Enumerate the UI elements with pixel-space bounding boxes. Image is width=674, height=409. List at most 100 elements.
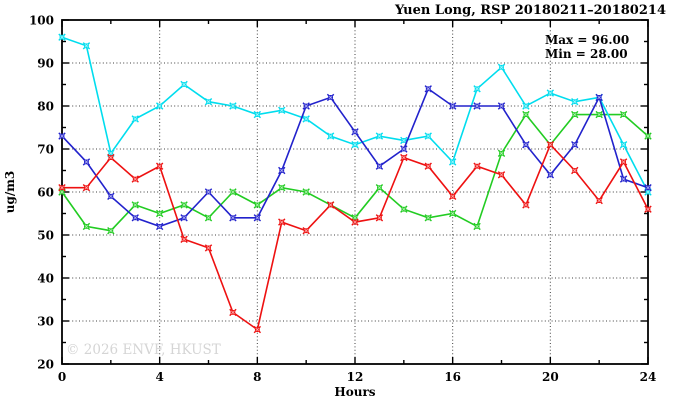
tick-labels: 20 30 40 50 60 70 80 90 100 0 4 8 12 16 20 24 xyxy=(29,14,656,385)
series-red-marker xyxy=(229,308,237,317)
series-blue-marker xyxy=(473,102,481,110)
series-cyan-marker xyxy=(546,89,555,97)
grid-lines xyxy=(62,20,648,364)
series-red-marker xyxy=(522,201,530,209)
series-red-marker xyxy=(448,192,457,200)
series-blue-marker xyxy=(180,214,188,222)
y-tick-label: 100 xyxy=(29,14,54,28)
x-axis-label: Hours xyxy=(334,385,375,399)
series-green-marker xyxy=(180,201,188,209)
series-green-marker xyxy=(424,214,432,222)
y-tick-label: 50 xyxy=(37,229,54,243)
series-green-marker xyxy=(155,209,164,218)
series-cyan-marker xyxy=(253,110,262,119)
series-green-marker xyxy=(448,209,457,218)
series-green-marker xyxy=(204,214,213,222)
series-red-marker xyxy=(82,184,91,192)
series-green-marker xyxy=(131,201,139,209)
series-blue-marker xyxy=(400,145,408,153)
y-tick-label: 40 xyxy=(37,272,54,286)
series-blue-marker xyxy=(522,141,530,149)
series-blue xyxy=(58,85,652,231)
series-blue-marker xyxy=(595,93,603,102)
series-red-marker xyxy=(375,214,384,222)
series-green-marker xyxy=(302,188,310,196)
x-tick-label: 20 xyxy=(542,370,559,384)
series-blue-marker xyxy=(58,132,66,140)
series-red-marker xyxy=(180,235,188,243)
x-tick-label: 8 xyxy=(253,370,261,384)
series-blue-marker xyxy=(351,128,359,136)
series-red-marker xyxy=(473,162,481,170)
series-cyan-marker xyxy=(497,63,506,71)
x-tick-label: 12 xyxy=(347,370,364,384)
series-blue-marker xyxy=(326,93,335,102)
series-green-marker xyxy=(522,110,530,119)
series-green-marker xyxy=(400,205,408,213)
series-green-marker xyxy=(644,132,652,140)
series-green-marker xyxy=(278,184,286,192)
series-green-marker xyxy=(595,110,603,119)
y-tick-label: 30 xyxy=(37,315,54,329)
series-blue-marker xyxy=(546,171,555,179)
series-green-marker xyxy=(253,201,262,209)
series-blue-marker xyxy=(155,222,164,231)
series-cyan-marker xyxy=(326,132,335,140)
series-cyan-marker xyxy=(229,102,237,110)
series-cyan-marker xyxy=(522,102,530,110)
x-tick-label: 16 xyxy=(444,370,461,384)
series-cyan-marker xyxy=(82,42,91,50)
series-cyan-marker xyxy=(155,102,164,110)
series-red-marker xyxy=(497,171,506,179)
series-cyan-marker xyxy=(571,98,579,106)
series-cyan-marker xyxy=(473,85,481,93)
series-blue-marker xyxy=(278,166,286,175)
series-red-marker xyxy=(302,227,310,235)
series-blue-marker xyxy=(107,192,115,200)
series-green-marker xyxy=(497,149,506,157)
series-green-marker xyxy=(571,110,579,119)
x-tick-label: 24 xyxy=(640,370,657,384)
series-red-marker xyxy=(644,205,652,213)
series-red-marker xyxy=(351,218,359,226)
series-cyan-marker xyxy=(424,132,432,140)
series-red-marker xyxy=(546,141,555,149)
y-tick-label: 60 xyxy=(37,186,54,200)
series-cyan-marker xyxy=(448,158,457,166)
series-red-marker xyxy=(424,162,432,170)
series-cyan-marker xyxy=(131,115,139,123)
series-red-marker xyxy=(58,184,66,192)
series-red-line xyxy=(62,143,649,331)
series-blue-marker xyxy=(619,175,628,183)
series-red-marker xyxy=(619,158,628,166)
series-green-marker xyxy=(473,222,481,231)
y-axis-label: ug/m3 xyxy=(3,171,17,214)
series-green-marker xyxy=(107,227,115,235)
series-green-marker xyxy=(375,184,384,192)
y-tick-label: 70 xyxy=(37,143,54,157)
series-blue-marker xyxy=(375,162,384,170)
series-cyan-marker xyxy=(180,80,188,89)
series-cyan-marker xyxy=(278,106,286,114)
y-tick-label: 20 xyxy=(37,358,54,372)
series-blue-marker xyxy=(448,102,457,110)
x-tick-label: 0 xyxy=(58,370,66,384)
series-green-marker xyxy=(229,188,237,196)
series-red-marker xyxy=(278,218,286,226)
series-blue-marker xyxy=(424,85,432,93)
series-cyan-marker xyxy=(204,98,213,106)
y-tick-label: 90 xyxy=(37,57,54,71)
min-value-label: Min = 28.00 xyxy=(545,47,628,61)
series-blue-marker xyxy=(131,214,139,222)
series-cyan-marker xyxy=(351,141,359,149)
series-blue-marker xyxy=(82,158,91,166)
series-cyan-marker xyxy=(58,33,66,41)
series-green-marker xyxy=(619,110,628,119)
series-red-marker xyxy=(326,201,335,209)
series-blue-marker xyxy=(229,214,237,222)
y-tick-label: 80 xyxy=(37,100,54,114)
series-red-marker xyxy=(571,166,579,175)
x-tick-label: 4 xyxy=(155,370,163,384)
